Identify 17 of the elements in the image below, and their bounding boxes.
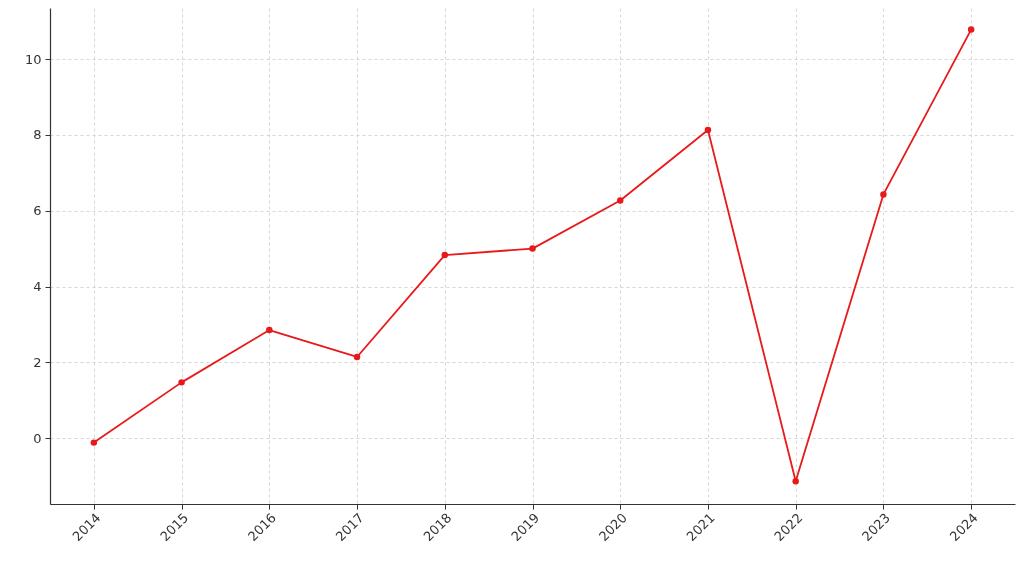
y-tick-label: 6 bbox=[33, 203, 42, 219]
point bbox=[353, 353, 361, 361]
point bbox=[616, 197, 624, 204]
y-tick-label: 0 bbox=[33, 430, 42, 446]
point bbox=[441, 251, 449, 259]
point bbox=[967, 26, 975, 33]
point bbox=[792, 478, 799, 485]
point bbox=[880, 191, 887, 198]
y-tick-label: 10 bbox=[24, 51, 42, 67]
point bbox=[266, 326, 273, 334]
y-tick-label: 4 bbox=[33, 279, 42, 294]
point bbox=[529, 245, 536, 252]
point bbox=[178, 379, 185, 386]
point bbox=[704, 126, 712, 134]
point bbox=[90, 439, 98, 446]
y-tick-label: 8 bbox=[33, 127, 42, 143]
y-tick-label: 2 bbox=[33, 354, 42, 370]
